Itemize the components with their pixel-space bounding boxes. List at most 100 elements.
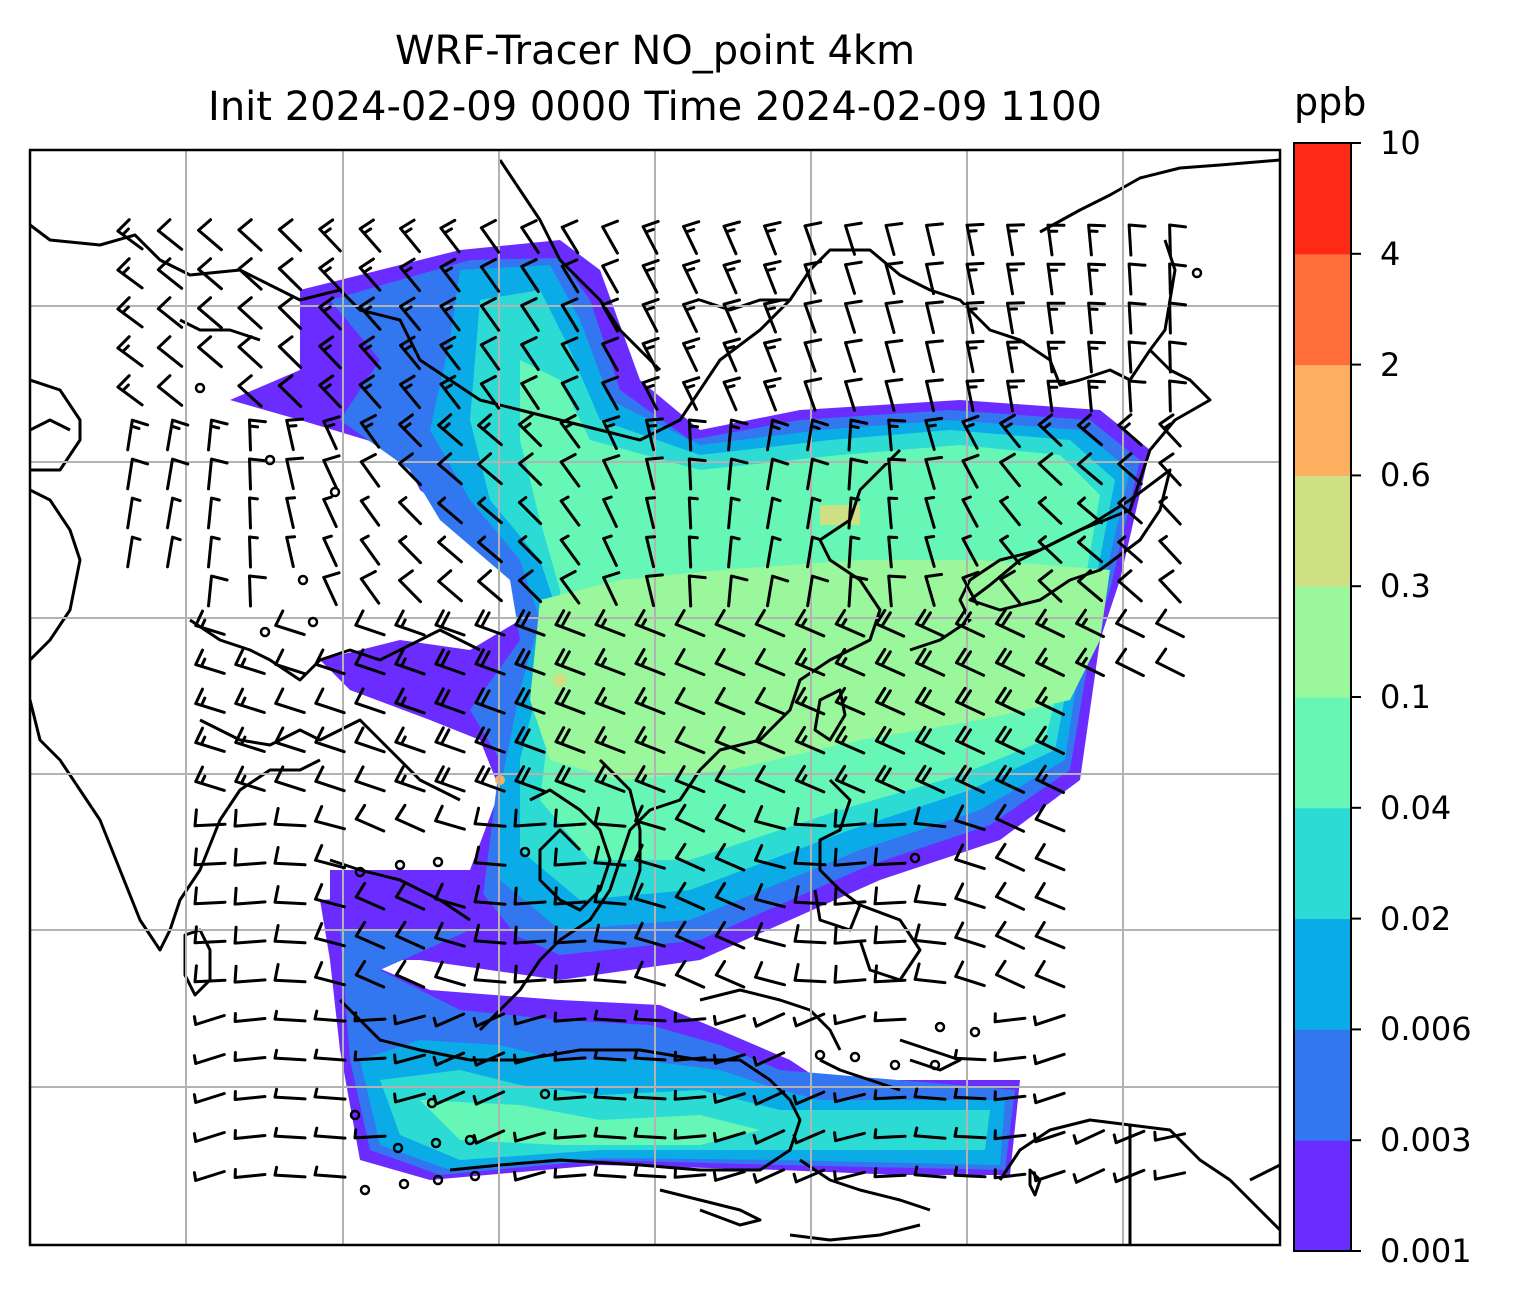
wind-barb (560, 375, 580, 411)
wind-barb (1035, 725, 1065, 755)
wind-barb (1155, 608, 1185, 639)
wind-barb (273, 924, 307, 945)
wind-barb (234, 687, 266, 714)
wind-barb (634, 921, 666, 948)
wind-barb (754, 844, 786, 870)
wind-barb (314, 883, 346, 909)
wind-barb (477, 496, 503, 525)
wind-barb (754, 687, 786, 716)
wind-barb (514, 609, 546, 637)
colorbar-frame (1293, 142, 1352, 1252)
wind-barb (887, 496, 899, 530)
wind-barb (477, 413, 503, 447)
wind-barb (794, 764, 826, 794)
calm-wind-marker (909, 852, 921, 864)
wind-barb (318, 218, 342, 253)
wind-barb (594, 648, 626, 676)
wind-barb (792, 1129, 826, 1145)
coastlines (30, 158, 1280, 1245)
colorbar-segment (1294, 364, 1351, 476)
wind-barb (803, 377, 823, 412)
wind-barb (1035, 647, 1065, 677)
wind-barb (1006, 262, 1025, 296)
wind-barb (394, 803, 426, 833)
wind-barb (560, 258, 580, 294)
wind-barb (682, 259, 701, 294)
wind-barb (953, 1048, 987, 1062)
wind-barb (1168, 301, 1187, 335)
wind-barb (193, 808, 227, 828)
wind-barb (116, 335, 144, 368)
wind-barb (961, 453, 980, 489)
wind-barb (1046, 340, 1066, 374)
wind-barb (274, 648, 306, 676)
wind-barb (874, 647, 906, 677)
calm-wind-marker (392, 1142, 404, 1154)
wind-barb (873, 1089, 907, 1101)
wind-barb (1117, 535, 1143, 564)
wind-barb (1037, 569, 1063, 603)
wind-barb (193, 925, 227, 945)
wind-barb (274, 765, 306, 793)
wind-barb (993, 1090, 1027, 1102)
wind-barb (714, 726, 746, 755)
wind-barb (1035, 764, 1065, 794)
wind-barb (353, 1011, 387, 1023)
wind-barb (645, 417, 664, 452)
colorbar-tick-label: 10 (1380, 124, 1421, 162)
wind-barb (712, 1053, 746, 1065)
wind-barb (999, 495, 1021, 527)
wind-barb (913, 806, 947, 829)
colorbar-tick-label: 0.003 (1380, 1121, 1472, 1160)
wind-barb (197, 335, 223, 369)
wind-barb (999, 534, 1021, 566)
wind-barb (722, 298, 741, 334)
wind-barb (394, 609, 426, 637)
wind-barb (1158, 413, 1182, 448)
wind-barb (593, 1009, 627, 1023)
wind-barb (965, 300, 985, 335)
wind-barb (834, 647, 866, 677)
wind-barb (634, 687, 666, 715)
wind-barb (634, 726, 666, 754)
wind-barb (233, 925, 267, 945)
calm-wind-marker (929, 1059, 941, 1071)
wind-barb (913, 1126, 947, 1140)
wind-barb (479, 335, 501, 371)
wind-barb (954, 647, 986, 677)
wind-barb (844, 299, 863, 334)
wind-barb (593, 884, 627, 906)
wind-barb (399, 296, 421, 332)
wind-barb (514, 648, 546, 676)
wind-barb (687, 418, 707, 452)
wind-barb (884, 339, 904, 373)
wind-barb (116, 218, 144, 251)
wind-barb (517, 535, 543, 565)
wind-barb (313, 1048, 347, 1062)
wind-barb (434, 921, 466, 948)
wind-barb (474, 726, 506, 754)
wind-barb (313, 1126, 347, 1140)
wind-barb (322, 415, 341, 451)
wind-barb (233, 964, 267, 984)
wind-barb (273, 1009, 307, 1023)
wind-barb (763, 376, 782, 412)
wind-barb (553, 1050, 587, 1062)
calm-wind-marker (359, 1184, 371, 1196)
wind-barb (806, 574, 830, 608)
wind-barb (398, 496, 422, 526)
wind-barb (399, 218, 421, 254)
wind-barb (673, 1128, 707, 1140)
wind-barb (873, 1128, 907, 1140)
wind-barb (197, 218, 223, 252)
wind-barb (887, 418, 907, 452)
wind-barb (602, 495, 618, 528)
wind-barb (194, 609, 226, 636)
wind-barb (601, 297, 619, 333)
wind-barb (806, 535, 822, 569)
wind-barb (806, 496, 822, 530)
wind-barb (479, 374, 501, 410)
wind-barb (833, 847, 867, 867)
wind-barb (473, 884, 507, 906)
